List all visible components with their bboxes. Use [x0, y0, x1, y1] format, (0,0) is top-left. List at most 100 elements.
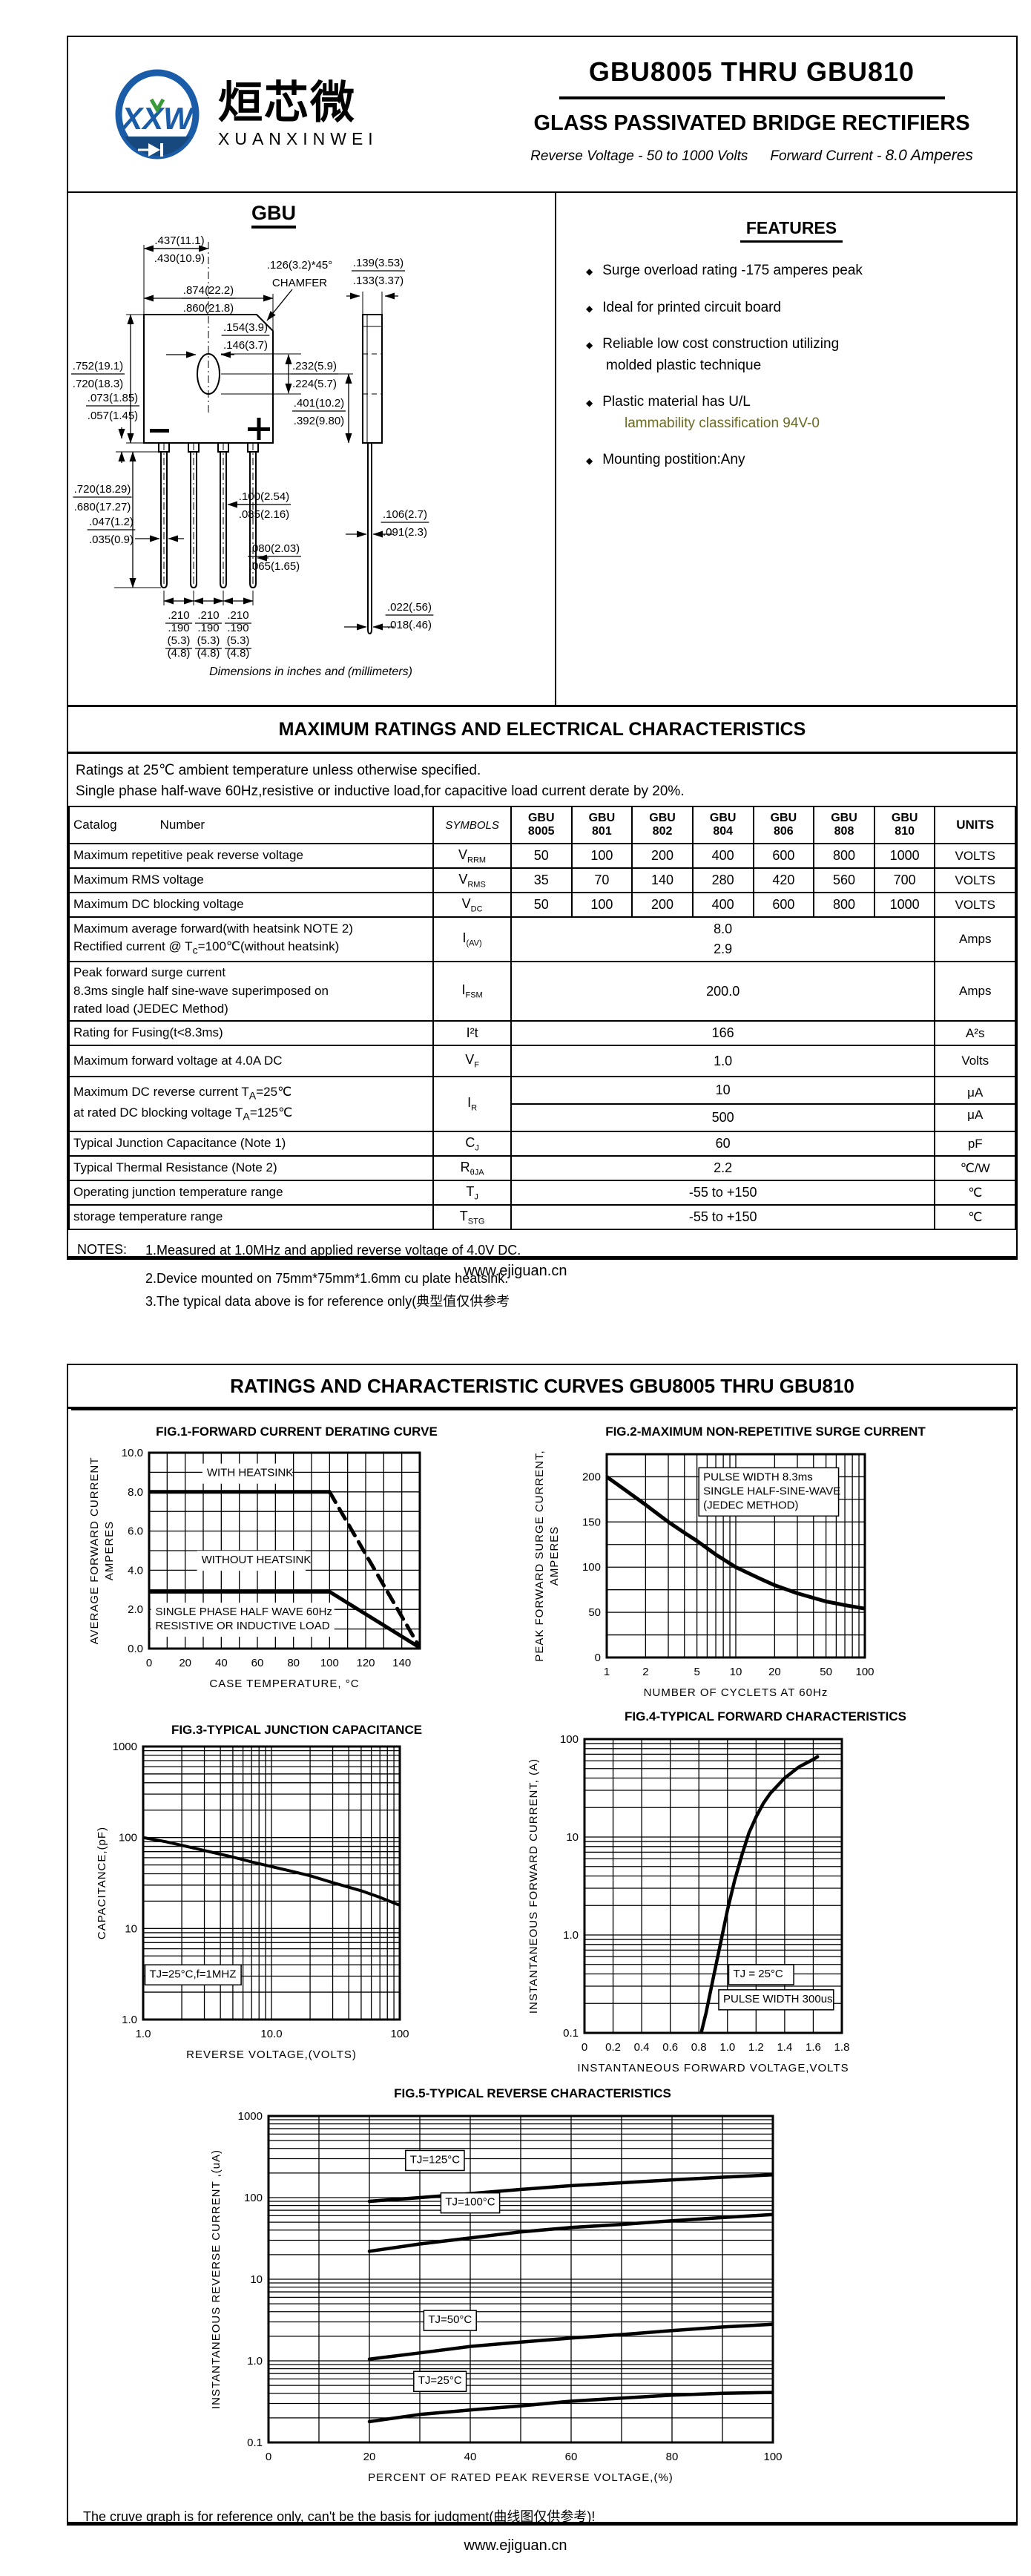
- dimension-label: .126(3.2)*45°: [267, 259, 333, 272]
- table-row: Maximum repetitive peak reverse voltage V…: [67, 843, 1016, 870]
- notes-lines: 1.Measured at 1.0MHz and applied reverse…: [145, 1242, 521, 1315]
- row-label-cell: Rating for Fusing(t<8.3ms): [67, 1020, 435, 1047]
- dimension-label: .680(17.27): [74, 501, 131, 513]
- dimension-label: .720(18.29): [74, 483, 131, 496]
- value-cell: 600: [752, 843, 815, 870]
- feature-item: ◆ Ideal for printed circuit board: [586, 298, 997, 319]
- diamond-bullet-icon: ◆: [586, 398, 593, 408]
- dimension-label: .154(3.9): [223, 321, 268, 334]
- spec-forward-current: Forward Current - 8.0 Amperes: [770, 147, 973, 164]
- fig4-forward-characteristics-chart: FIG.4-TYPICAL FORWARD CHARACTERISTICS 0 0.…: [518, 1709, 1013, 2092]
- x-tick-label: 1.2: [748, 2041, 764, 2054]
- unit-cell: VOLTS: [934, 892, 1016, 919]
- condition-line-1: Ratings at 25℃ ambient temperature unles…: [76, 763, 481, 778]
- value-cell: 60: [510, 1131, 936, 1157]
- brand-name-en: XUANXINWEI: [218, 129, 378, 148]
- x-tick-label: 100: [855, 1666, 874, 1678]
- value-cell: 400: [691, 892, 754, 919]
- chart-annotation: (JEDEC METHOD): [703, 1499, 798, 1511]
- series-without-heatsink: [149, 1589, 420, 1649]
- series-with-heatsink-derating-: [327, 1490, 420, 1649]
- symbol-cell: VRRM: [432, 843, 512, 870]
- feature-text: Ideal for printed circuit board: [602, 299, 782, 315]
- table-row: Maximum DC reverse current TA=25℃ at rate…: [67, 1076, 1016, 1133]
- y-tick-label: 150: [582, 1516, 601, 1528]
- notes-label: NOTES:: [77, 1242, 128, 1258]
- fig3-title: FIG.3-TYPICAL JUNCTION CAPACITANCE: [171, 1723, 423, 1737]
- y-tick-label: 200: [582, 1471, 601, 1483]
- fig5-plot: 0 20 40 60 80 100 0.1 1.0 10 100 1000 PERCENT OF RA…: [210, 2110, 783, 2484]
- features-title: FEATURES: [586, 218, 997, 243]
- dimension-label: .752(19.1): [73, 360, 123, 372]
- value-cell: 800: [813, 892, 875, 919]
- y-axis-label: INSTANTANEOUS REVERSE CURRENT ,(uA): [210, 2149, 223, 2409]
- y-tick-label: 1.0: [122, 2014, 137, 2026]
- fig5-reverse-characteristics-chart: FIG.5-TYPICAL REVERSE CHARACTERISTICS 0 20…: [199, 2086, 866, 2505]
- x-tick-label: 0.8: [691, 2041, 707, 2054]
- value-cell: 1000: [873, 843, 936, 870]
- diamond-bullet-icon: ◆: [586, 456, 593, 466]
- value-cell: 140: [631, 867, 694, 894]
- title-block: GBU8005 THRU GBU810 GLASS PASSIVATED BRI…: [487, 37, 1016, 191]
- device-column-header: GBU 806: [752, 806, 815, 845]
- table-row: Typical Thermal Resistance (Note 2) RθJA 2…: [67, 1155, 1016, 1182]
- dimension-label: .720(18.3): [73, 378, 123, 390]
- unit-cell: Volts: [934, 1045, 1016, 1078]
- y-axis-label: INSTANTANEOUS FORWARD CURRENT, (A): [527, 1758, 540, 2014]
- value-cell: -55 to +150: [510, 1204, 936, 1231]
- x-tick-label: 20: [768, 1666, 781, 1678]
- dimension-label: .146(3.7): [223, 339, 268, 352]
- dimension-label: .437(11.1): [154, 234, 204, 247]
- series-tj-100-c: [367, 2212, 773, 2253]
- reference-footnote: The cruve graph is for reference only, c…: [83, 2509, 596, 2524]
- y-axis-label: AMPERES: [103, 1521, 116, 1580]
- chart-annotation: TJ=50°C: [428, 2313, 472, 2326]
- fig3-plot: 1.0 10.0 100 1.0 10 100 1000 REVERSE VOLTAGE,(V…: [96, 1741, 409, 2061]
- x-tick-label: 5: [694, 1666, 699, 1678]
- x-tick-label: 20: [179, 1657, 191, 1669]
- package-drawing-panel: GBU: [68, 193, 556, 705]
- x-tick-label: 0.6: [662, 2041, 678, 2054]
- spec-forward-current-value: 8.0 Amperes: [885, 147, 973, 164]
- feature-item: ◆ Plastic material has U/L lammability cla…: [586, 392, 997, 434]
- y-tick-label: 10: [566, 1831, 579, 1844]
- diode-icon: [148, 142, 160, 157]
- brand-name-cn: 烜芯微: [218, 78, 356, 128]
- dimension-label: .401(10.2): [294, 397, 344, 410]
- note-item: 3.The typical data above is for referenc…: [145, 1293, 510, 1309]
- chart-annotation: TJ = 25°C: [733, 1968, 783, 1980]
- page2: RATINGS AND CHARACTERISTIC CURVES GBU800…: [67, 1364, 1018, 2526]
- symbol-cell: VRMS: [432, 867, 512, 894]
- dimension-label: .133(3.37): [353, 275, 403, 287]
- row-label-cell: Operating junction temperature range: [67, 1180, 435, 1206]
- y-tick-label: 4.0: [128, 1564, 143, 1577]
- table-row: Maximum RMS voltage VRMS 35 70 140 280 420 560 7…: [67, 867, 1016, 894]
- value-cell: 1000: [873, 892, 936, 919]
- symbol-cell: VF: [432, 1045, 512, 1078]
- fig1-forward-current-derating-chart: FIG.1-FORWARD CURRENT DERATING CURVE 0 20 4…: [79, 1425, 515, 1715]
- chart-annotation: SINGLE PHASE HALF WAVE 60Hz: [156, 1606, 332, 1618]
- x-tick-label: 40: [464, 2451, 477, 2463]
- device-column-header: GBU 810: [873, 806, 936, 845]
- unit-cell: ℃: [934, 1204, 1016, 1231]
- y-axis-label: AMPERES: [548, 1526, 561, 1586]
- symbol-cell: TJ: [432, 1180, 512, 1206]
- diamond-bullet-icon: ◆: [586, 340, 593, 350]
- y-tick-label: 10: [250, 2273, 263, 2286]
- x-tick-label: 1.6: [806, 2041, 821, 2054]
- table-row: Maximum forward voltage at 4.0A DC VF 1.0 V…: [67, 1045, 1016, 1078]
- dimension-label: .232(5.9): [292, 360, 337, 372]
- unit-cell: pF: [934, 1131, 1016, 1157]
- diamond-bullet-icon: ◆: [586, 303, 593, 314]
- y-tick-label: 1000: [238, 2110, 263, 2123]
- symbol-cell: VDC: [432, 892, 512, 919]
- dimension-label: .190: [168, 622, 189, 634]
- dimension-label: .210: [168, 609, 189, 622]
- device-column-header: GBU 801: [570, 806, 633, 845]
- y-tick-label: 10: [125, 1922, 137, 1935]
- row-label-cell: Peak forward surge current 8.3ms single h…: [67, 961, 435, 1022]
- x-tick-label: 1: [604, 1666, 610, 1678]
- notes-block: NOTES: 1.Measured at 1.0MHz and applied …: [68, 1230, 1016, 1315]
- x-tick-label: 0.2: [605, 2041, 621, 2054]
- ratings-conditions: Ratings at 25℃ ambient temperature unles…: [68, 754, 1016, 806]
